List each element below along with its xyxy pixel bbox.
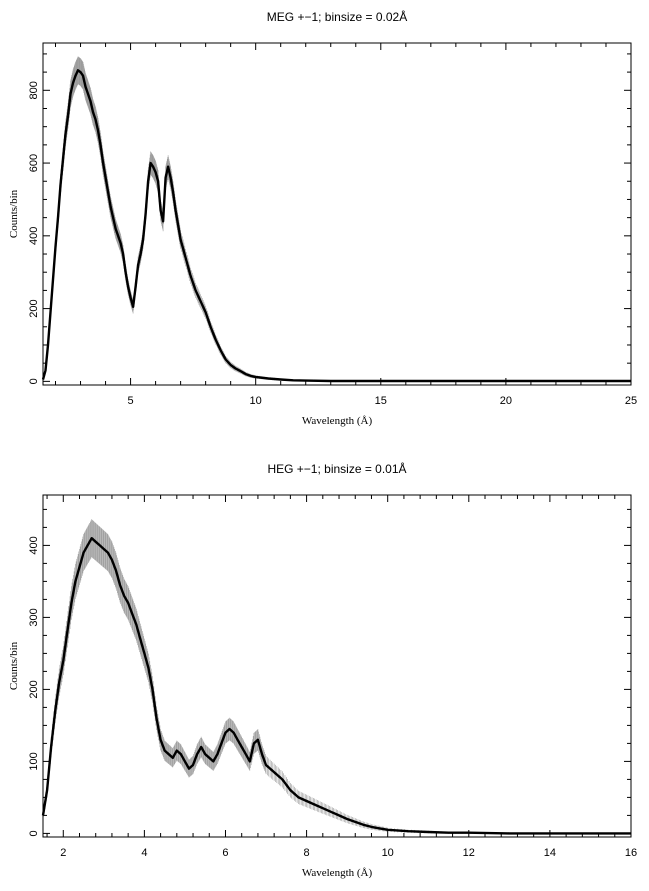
x-axis-label: Wavelength (Å) xyxy=(302,867,373,879)
y-axis-label: Counts/bin xyxy=(8,641,20,690)
x-axis-label: Wavelength (Å) xyxy=(302,415,373,427)
x-tick-label: 6 xyxy=(222,847,228,859)
y-tick-label: 600 xyxy=(28,154,40,172)
y-tick-label: 0 xyxy=(28,830,40,836)
x-tick-label: 20 xyxy=(500,395,512,407)
chart-panel-2: HEG +−1; binsize = 0.01Å 2 4 6 8 10 12 14 16 0 100… xyxy=(8,461,637,879)
y-tick-label: 800 xyxy=(28,81,40,99)
x-tick-label: 14 xyxy=(544,847,556,859)
x-tick-label: 15 xyxy=(375,395,387,407)
y-tick-label: 100 xyxy=(28,752,40,770)
spectrum-line xyxy=(41,537,631,835)
y-tick-label: 200 xyxy=(28,680,40,698)
error-bars xyxy=(42,56,611,382)
x-tick-label: 2 xyxy=(60,847,66,859)
chart-title: MEG +−1; binsize = 0.02Å xyxy=(267,9,407,24)
spectrum-line xyxy=(41,69,631,383)
y-tick-label: 200 xyxy=(28,299,40,317)
x-tick-label: 10 xyxy=(250,395,262,407)
y-tick-label: 400 xyxy=(28,536,40,554)
error-bars xyxy=(42,519,625,835)
chart-panel-1: MEG +−1; binsize = 0.02Å 5 10 15 20 25 0 200 400… xyxy=(8,9,637,427)
x-tick-label: 5 xyxy=(128,395,134,407)
x-tick-label: 8 xyxy=(304,847,310,859)
x-tick-label: 12 xyxy=(463,847,475,859)
y-tick-label: 300 xyxy=(28,608,40,626)
x-tick-label: 4 xyxy=(141,847,147,859)
plot-frame xyxy=(42,494,632,838)
y-tick-label: 0 xyxy=(28,378,40,384)
y-axis-label: Counts/bin xyxy=(8,189,20,238)
y-tick-label: 400 xyxy=(28,227,40,245)
plot-frame xyxy=(42,42,632,386)
x-tick-label: 10 xyxy=(382,847,394,859)
chart-title: HEG +−1; binsize = 0.01Å xyxy=(267,461,406,476)
x-tick-label: 16 xyxy=(625,847,637,859)
x-tick-label: 25 xyxy=(625,395,637,407)
